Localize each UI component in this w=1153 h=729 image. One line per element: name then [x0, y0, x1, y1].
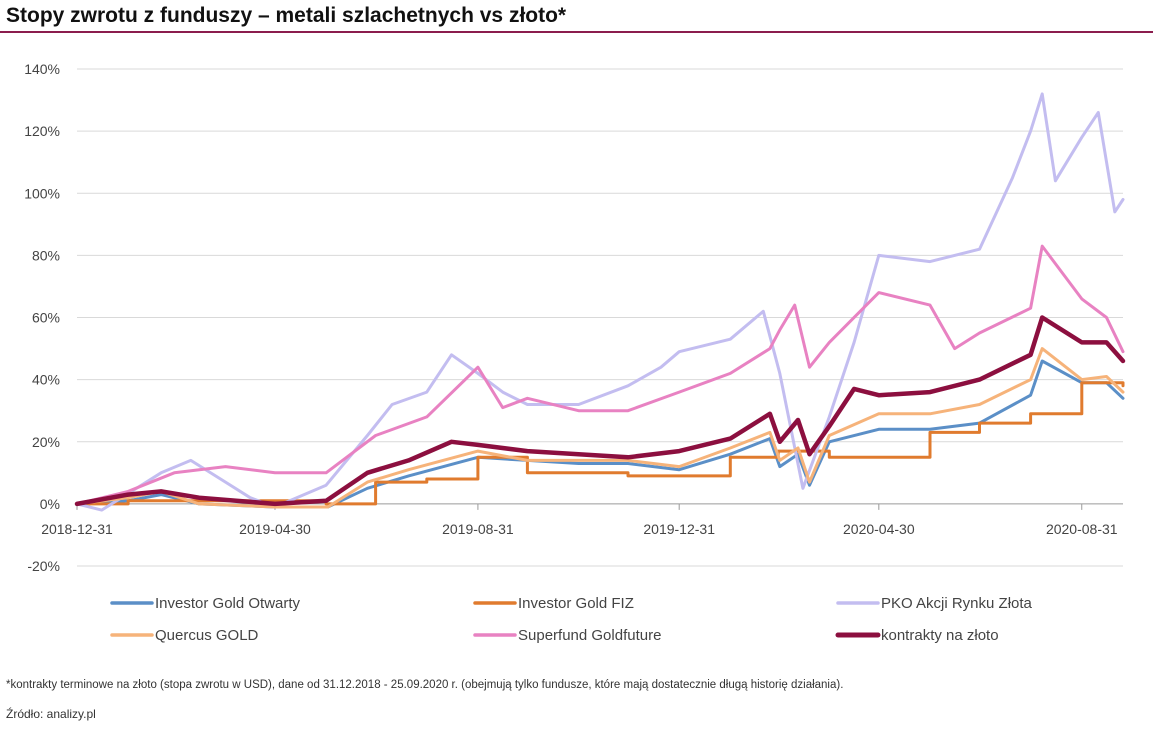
- legend-label: Quercus GOLD: [155, 627, 259, 644]
- legend-label: Superfund Goldfuture: [518, 627, 661, 644]
- series-line: [75, 347, 1125, 509]
- series-line: [74, 315, 1126, 507]
- legend-label: PKO Akcji Rynku Złota: [881, 595, 1033, 612]
- legend: Investor Gold Otwarty Investor Gold FIZ PK…: [110, 595, 1033, 644]
- series-line: [75, 92, 1125, 512]
- title-divider: [0, 31, 1153, 33]
- y-tick-label: 120%: [24, 123, 60, 139]
- series-line: [75, 244, 1125, 506]
- line-chart: -20% 0% 20% 40% 60% 80% 100% 120% 140% 2018-12-3…: [24, 61, 1126, 644]
- x-tick-label: 2019-04-30: [239, 521, 311, 537]
- x-tick-label: 2019-12-31: [643, 521, 715, 537]
- x-tick-label: 2020-08-31: [1046, 521, 1118, 537]
- y-tick-label: 60%: [32, 310, 60, 326]
- y-tick-label: 100%: [24, 185, 60, 201]
- y-tick-label: 140%: [24, 61, 60, 77]
- y-tick-label: -20%: [27, 558, 60, 574]
- x-tick-label: 2019-08-31: [442, 521, 514, 537]
- chart-title: Stopy zwrotu z funduszy – metali szlache…: [6, 4, 567, 27]
- y-tick-label: 20%: [32, 434, 60, 450]
- series-line: [75, 381, 1125, 506]
- footnote: *kontrakty terminowe na złoto (stopa zwr…: [6, 679, 844, 691]
- x-tick-label: 2018-12-31: [41, 521, 113, 537]
- series-lines: [74, 92, 1126, 512]
- y-axis-ticks: -20% 0% 20% 40% 60% 80% 100% 120% 140%: [24, 61, 60, 574]
- legend-label: Investor Gold FIZ: [518, 595, 634, 612]
- source-label: Źródło: analizy.pl: [6, 707, 96, 721]
- x-axis-ticks: 2018-12-31 2019-04-30 2019-08-31 2019-12-31…: [41, 503, 1118, 537]
- grid-lines: [77, 68, 1123, 567]
- y-tick-label: 0%: [40, 496, 60, 512]
- legend-label: kontrakty na złoto: [881, 627, 999, 644]
- y-tick-label: 80%: [32, 247, 60, 263]
- legend-label: Investor Gold Otwarty: [155, 595, 301, 612]
- y-tick-label: 40%: [32, 372, 60, 388]
- x-tick-label: 2020-04-30: [843, 521, 915, 537]
